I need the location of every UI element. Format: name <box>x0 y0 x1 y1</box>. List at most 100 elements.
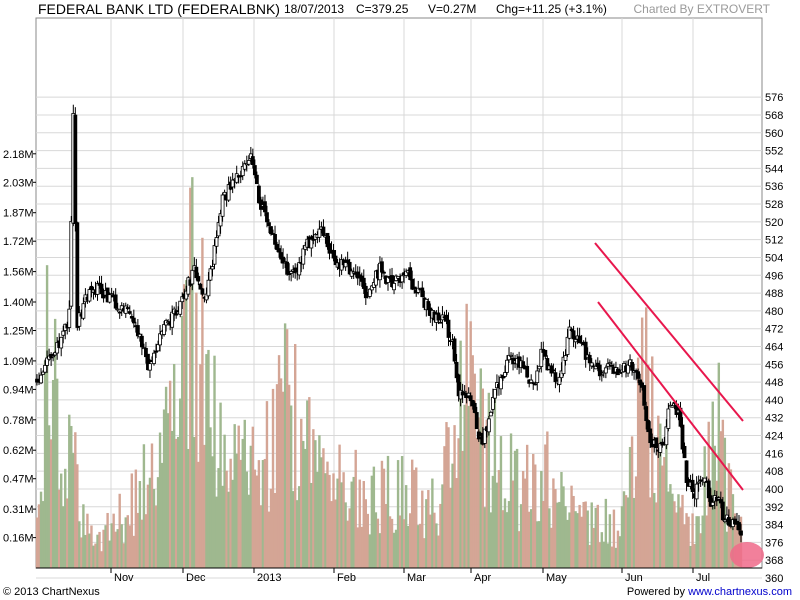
candle-body <box>184 290 189 300</box>
volume-bar <box>263 458 267 568</box>
volume-bar <box>166 413 170 568</box>
candle-body <box>488 411 493 417</box>
candle-body <box>390 275 394 288</box>
volume-bar <box>172 364 176 568</box>
volume-bar <box>382 468 386 568</box>
candle-body <box>254 174 259 185</box>
volume-bar <box>102 529 105 568</box>
candle-body <box>363 285 368 299</box>
volume-bar <box>308 397 311 568</box>
price-tick-label: 400 <box>765 484 783 496</box>
candle-body <box>648 428 653 444</box>
candle-body <box>722 519 727 523</box>
candle-body <box>493 388 497 399</box>
volume-bar <box>602 541 606 568</box>
candle-body <box>135 325 140 337</box>
volume-bar <box>495 482 499 568</box>
candle-body <box>281 256 285 264</box>
price-tick-label: 512 <box>765 235 783 247</box>
header-volume: V=0.27M <box>428 2 477 16</box>
volume-bar <box>281 391 285 568</box>
candle-body <box>472 402 477 413</box>
volume-bar <box>370 475 374 568</box>
candle-body <box>218 213 223 227</box>
price-tick-label: 360 <box>765 573 783 585</box>
candle-body <box>609 364 614 367</box>
candle-body <box>214 237 219 247</box>
volume-bar <box>649 497 652 568</box>
volume-bar <box>477 417 480 568</box>
volume-bar <box>140 519 144 568</box>
volume-bar <box>80 537 83 568</box>
volume-bar <box>106 512 109 568</box>
candle-body <box>525 365 530 378</box>
volume-bar <box>471 355 474 568</box>
price-tick-label: 416 <box>765 448 783 460</box>
volume-bar <box>352 476 355 568</box>
volume-tick-label: 0.47M <box>3 474 34 486</box>
candle-body <box>658 443 663 453</box>
candle-body <box>293 267 298 274</box>
candle-body <box>180 296 185 303</box>
candle-body <box>438 321 443 324</box>
candle-body <box>476 431 481 440</box>
volume-bar <box>398 515 402 568</box>
volume-bar <box>108 540 111 568</box>
volume-bar <box>74 432 77 568</box>
volume-bar <box>217 468 220 568</box>
candle-body <box>148 363 152 371</box>
volume-bar <box>578 504 581 568</box>
footer-powered-link[interactable]: www.chartnexus.com <box>688 586 792 598</box>
volume-bar <box>644 307 648 568</box>
volume-bar <box>596 504 599 568</box>
header-change: Chg=+11.25 (+3.1%) <box>496 2 607 16</box>
volume-bar <box>413 469 416 568</box>
candle-body <box>158 333 162 346</box>
volume-bar <box>651 356 654 568</box>
volume-bar <box>150 443 154 568</box>
volume-tick-label: 2.18M <box>3 149 34 161</box>
volume-bar <box>219 402 222 568</box>
volume-bar <box>96 534 99 568</box>
volume-bar <box>406 525 410 568</box>
header-credit: Charted By EXTROVERT <box>633 2 771 16</box>
candle-body <box>549 365 554 374</box>
volume-bar <box>733 513 737 568</box>
candle-body <box>51 355 56 358</box>
candle-body <box>587 354 592 364</box>
volume-bar <box>483 507 487 568</box>
candle-body <box>507 354 511 361</box>
volume-bar <box>62 506 65 568</box>
candle-body <box>569 328 574 331</box>
candle-body <box>708 495 713 507</box>
candle-body <box>412 286 417 290</box>
volume-bar <box>523 478 527 568</box>
candle-body <box>178 300 183 315</box>
candle-body <box>230 179 235 188</box>
volume-bar <box>90 525 93 568</box>
candle-body <box>125 307 130 309</box>
candle-body <box>113 294 118 309</box>
volume-bar <box>126 515 129 568</box>
candle-body <box>636 371 641 379</box>
volume-bar <box>527 511 531 568</box>
volume-tick-label: 1.87M <box>3 208 34 220</box>
x-tick-label: Jun <box>625 572 643 584</box>
candle-body <box>35 378 39 383</box>
volume-bar <box>334 499 337 568</box>
volume-bar <box>562 486 565 568</box>
price-tick-label: 568 <box>765 110 783 122</box>
volume-bar <box>582 501 585 568</box>
candle-body <box>726 517 731 526</box>
price-tick-label: 392 <box>765 502 783 514</box>
volume-bar <box>193 436 196 568</box>
candle-body <box>739 530 743 536</box>
candle-body <box>660 441 665 446</box>
volume-bar <box>344 502 347 568</box>
volume-bar <box>590 502 593 568</box>
volume-bar <box>346 520 349 568</box>
x-tick-label: Jul <box>696 572 710 584</box>
candle-body <box>616 368 620 376</box>
volume-bar <box>630 436 634 568</box>
volume-bar <box>588 545 591 568</box>
